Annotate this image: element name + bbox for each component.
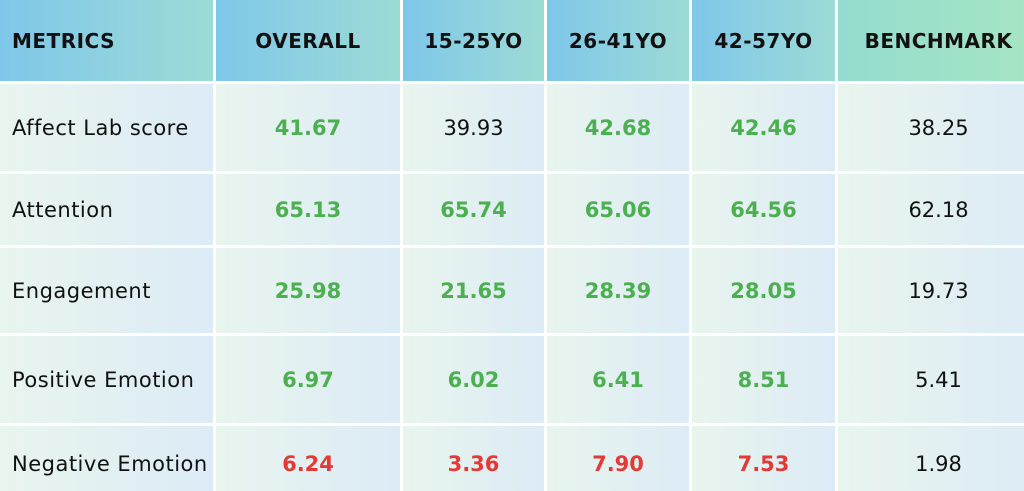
value-cell: 6.41	[547, 336, 689, 423]
table-row: Attention 65.13 65.74 65.06 64.56 62.18	[0, 174, 1024, 245]
value-cell: 1.98	[838, 426, 1024, 491]
value-cell: 65.06	[547, 174, 689, 245]
header-cell: 42-57YO	[692, 0, 835, 81]
header-cell: 15-25YO	[403, 0, 544, 81]
table-row: Engagement 25.98 21.65 28.39 28.05 19.73	[0, 248, 1024, 333]
metric-name: Negative Emotion	[0, 426, 213, 491]
table-row: Affect Lab score 41.67 39.93 42.68 42.46 38.2…	[0, 84, 1024, 171]
value-cell: 41.67	[216, 84, 400, 171]
header-cell: 26-41YO	[547, 0, 689, 81]
value-cell: 7.53	[692, 426, 835, 491]
value-cell: 7.90	[547, 426, 689, 491]
value-cell: 3.36	[403, 426, 544, 491]
metric-name: Attention	[0, 174, 213, 245]
header-cell: OVERALL	[216, 0, 400, 81]
header-cell: BENCHMARK	[838, 0, 1024, 81]
metric-name: Affect Lab score	[0, 84, 213, 171]
value-cell: 8.51	[692, 336, 835, 423]
value-cell: 28.05	[692, 248, 835, 333]
value-cell: 6.24	[216, 426, 400, 491]
value-cell: 64.56	[692, 174, 835, 245]
value-cell: 65.74	[403, 174, 544, 245]
header-cell: METRICS	[0, 0, 213, 81]
table-row: Negative Emotion 6.24 3.36 7.90 7.53 1.98	[0, 426, 1024, 491]
value-cell: 42.68	[547, 84, 689, 171]
value-cell: 6.97	[216, 336, 400, 423]
header-row: METRICS OVERALL 15-25YO 26-41YO 42-57YO BENCH…	[0, 0, 1024, 81]
value-cell: 19.73	[838, 248, 1024, 333]
table-row: Positive Emotion 6.97 6.02 6.41 8.51 5.41	[0, 336, 1024, 423]
value-cell: 39.93	[403, 84, 544, 171]
value-cell: 42.46	[692, 84, 835, 171]
table-body: Affect Lab score 41.67 39.93 42.68 42.46 38.2…	[0, 84, 1024, 491]
value-cell: 25.98	[216, 248, 400, 333]
value-cell: 21.65	[403, 248, 544, 333]
metric-name: Positive Emotion	[0, 336, 213, 423]
value-cell: 65.13	[216, 174, 400, 245]
value-cell: 38.25	[838, 84, 1024, 171]
value-cell: 28.39	[547, 248, 689, 333]
metric-name: Engagement	[0, 248, 213, 333]
value-cell: 5.41	[838, 336, 1024, 423]
value-cell: 6.02	[403, 336, 544, 423]
value-cell: 62.18	[838, 174, 1024, 245]
